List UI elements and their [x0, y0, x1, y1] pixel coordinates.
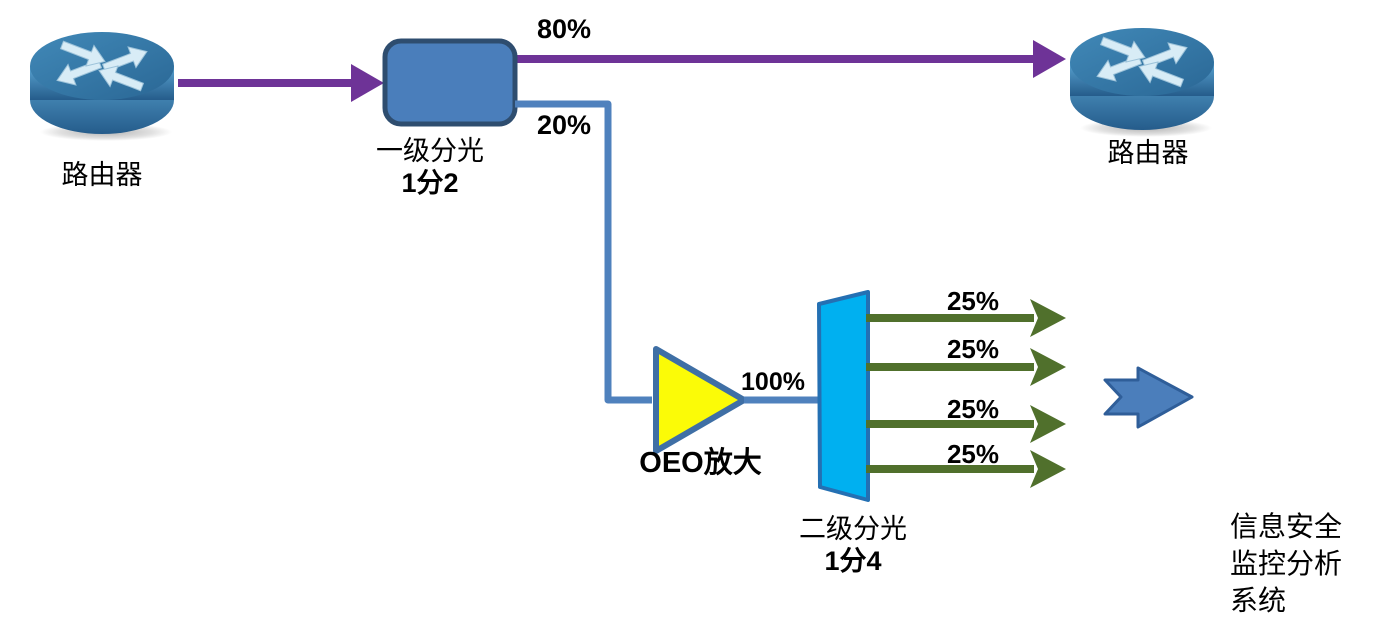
label-20-percent: 20% — [536, 110, 592, 140]
output-link-1-arrowhead-icon — [1030, 299, 1066, 337]
splitter1-name: 一级分光 — [376, 136, 484, 166]
router-left-icon — [29, 31, 175, 142]
splitter1-label: 一级分光 1分2 — [355, 136, 505, 200]
splitter1-block — [382, 38, 518, 127]
output-links — [866, 299, 1066, 488]
label-25-percent-3: 25% — [946, 394, 1000, 424]
label-80-percent: 80% — [536, 14, 592, 44]
label-100-percent: 100% — [741, 368, 805, 396]
monitoring-system-line3: 系统 — [1230, 585, 1287, 616]
output-link-4-arrowhead-icon — [1030, 450, 1066, 488]
oeo-amplifier-shape — [653, 346, 747, 454]
output-link-3-arrowhead-icon — [1030, 405, 1066, 443]
splitter2-ratio: 1分4 — [824, 545, 882, 576]
router-left-label: 路由器 — [61, 160, 143, 190]
label-25-percent-1: 25% — [946, 286, 1000, 316]
label-25-percent-4: 25% — [946, 439, 1000, 469]
splitter2-panel — [817, 290, 870, 502]
oeo-amplifier-label: OEO放大 — [639, 447, 762, 479]
link-router-to-splitter1-arrowhead-icon — [351, 64, 384, 102]
monitoring-system-line2: 监控分析 — [1230, 548, 1343, 579]
link-80-percent-arrowhead-icon — [1033, 40, 1066, 78]
splitter2-name: 二级分光 — [799, 514, 907, 544]
link-20-percent — [515, 100, 652, 404]
system-block-arrow-icon — [1103, 366, 1194, 429]
label-25-percent-2: 25% — [946, 334, 1000, 364]
splitter1-ratio: 1分2 — [401, 167, 459, 198]
router-right-icon — [1069, 27, 1215, 138]
monitoring-system-line1: 信息安全 — [1230, 511, 1343, 542]
monitoring-system-label: 信息安全 监控分析 系统 — [1230, 508, 1374, 619]
splitter2-label: 二级分光 1分4 — [778, 514, 928, 578]
output-link-2-arrowhead-icon — [1030, 348, 1066, 386]
router-right-label: 路由器 — [1107, 138, 1189, 168]
